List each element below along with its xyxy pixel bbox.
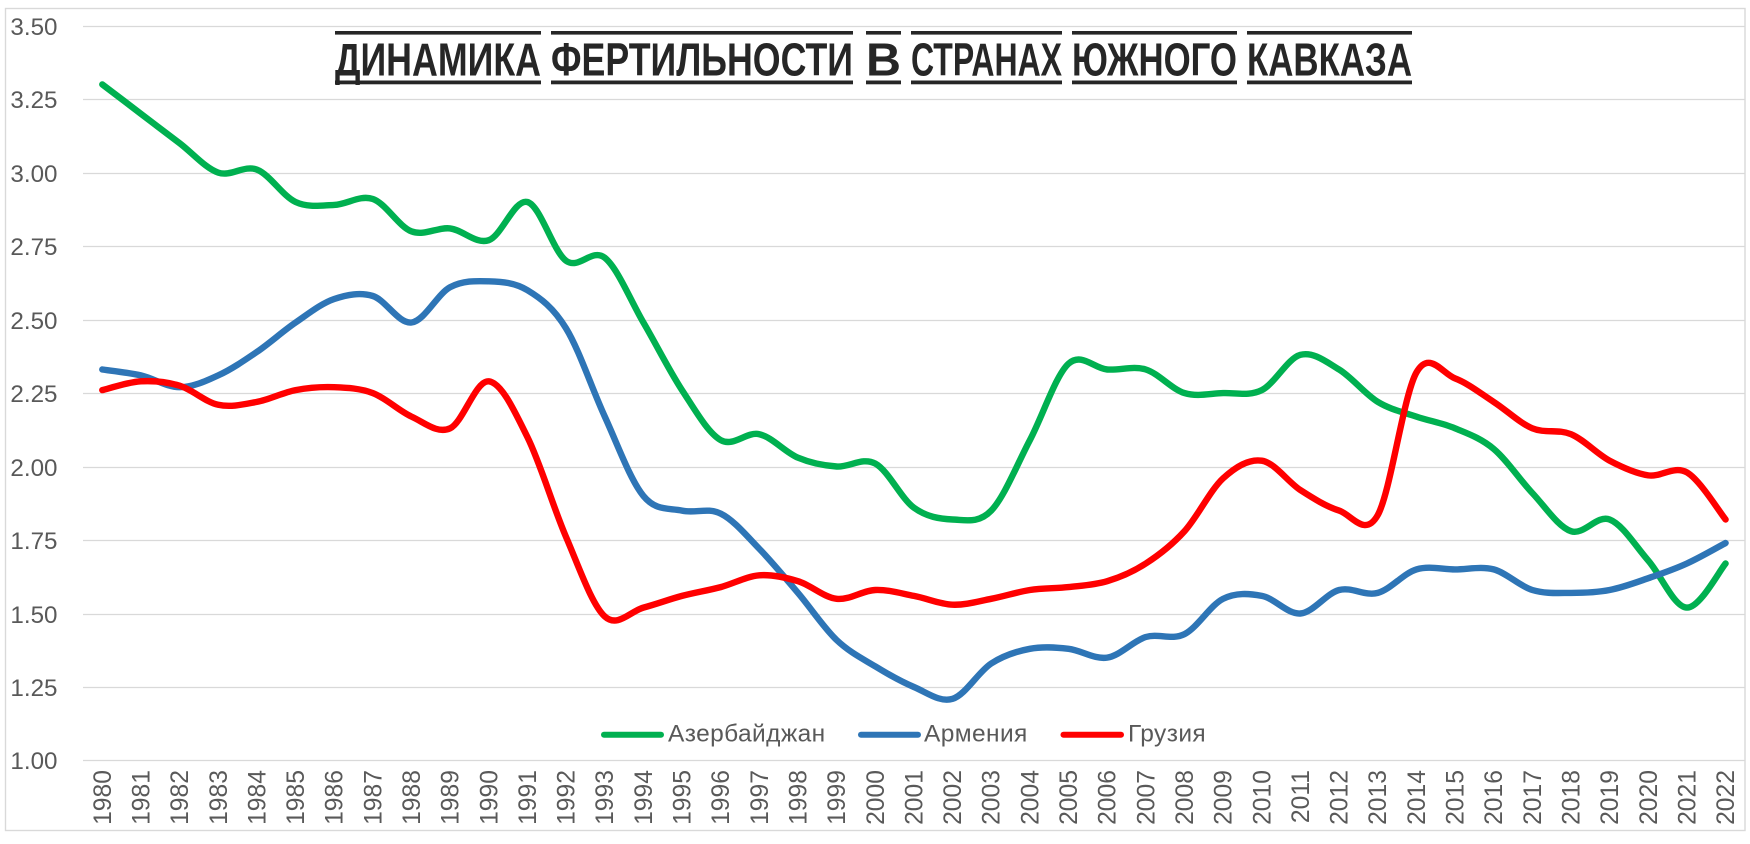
- svg-text:2001: 2001: [901, 770, 928, 825]
- svg-text:В: В: [866, 34, 901, 86]
- svg-text:2013: 2013: [1365, 770, 1392, 825]
- svg-text:2011: 2011: [1288, 770, 1315, 823]
- svg-text:2007: 2007: [1133, 770, 1160, 825]
- svg-text:Азербайджан: Азербайджан: [668, 720, 826, 747]
- svg-text:2.50: 2.50: [10, 308, 57, 335]
- svg-text:3.25: 3.25: [10, 87, 57, 114]
- svg-text:Армения: Армения: [924, 720, 1028, 747]
- svg-text:2010: 2010: [1249, 770, 1276, 825]
- svg-text:2012: 2012: [1327, 770, 1354, 825]
- svg-text:ЮЖНОГО: ЮЖНОГО: [1072, 34, 1237, 86]
- svg-text:2020: 2020: [1636, 770, 1663, 825]
- svg-text:1989: 1989: [438, 770, 465, 825]
- svg-text:2019: 2019: [1597, 770, 1624, 825]
- svg-text:1998: 1998: [786, 770, 813, 825]
- svg-text:1980: 1980: [90, 770, 117, 825]
- svg-text:1984: 1984: [244, 770, 271, 825]
- svg-text:1990: 1990: [476, 770, 503, 825]
- svg-text:2016: 2016: [1481, 770, 1508, 825]
- svg-text:1985: 1985: [283, 770, 310, 825]
- svg-text:2018: 2018: [1559, 770, 1586, 825]
- svg-text:1993: 1993: [592, 770, 619, 825]
- svg-text:1.75: 1.75: [10, 528, 57, 555]
- svg-text:СТРАНАХ: СТРАНАХ: [911, 34, 1062, 86]
- svg-text:Грузия: Грузия: [1128, 720, 1206, 747]
- svg-text:2006: 2006: [1095, 770, 1122, 825]
- svg-text:1.25: 1.25: [10, 675, 57, 702]
- svg-text:2000: 2000: [863, 770, 890, 825]
- svg-text:1.00: 1.00: [10, 748, 57, 775]
- svg-text:КАВКАЗА: КАВКАЗА: [1247, 34, 1412, 86]
- svg-text:2.25: 2.25: [10, 381, 57, 408]
- svg-text:2017: 2017: [1520, 770, 1547, 825]
- svg-text:3.00: 3.00: [10, 161, 57, 188]
- svg-text:2.00: 2.00: [10, 455, 57, 482]
- svg-text:2009: 2009: [1211, 770, 1238, 825]
- svg-text:1988: 1988: [399, 770, 426, 825]
- svg-text:2005: 2005: [1056, 770, 1083, 825]
- svg-text:1994: 1994: [631, 770, 658, 825]
- svg-text:2002: 2002: [940, 770, 967, 825]
- svg-text:1992: 1992: [554, 770, 581, 825]
- svg-text:2021: 2021: [1674, 770, 1701, 825]
- svg-text:1982: 1982: [167, 770, 194, 825]
- svg-text:2015: 2015: [1443, 770, 1470, 825]
- svg-text:2003: 2003: [979, 770, 1006, 825]
- svg-text:1983: 1983: [206, 770, 233, 825]
- svg-text:2008: 2008: [1172, 770, 1199, 825]
- svg-text:2022: 2022: [1713, 770, 1740, 825]
- svg-text:1986: 1986: [322, 770, 349, 825]
- svg-text:1981: 1981: [128, 770, 155, 825]
- svg-text:1995: 1995: [670, 770, 697, 825]
- svg-text:2004: 2004: [1017, 770, 1044, 825]
- svg-text:ДИНАМИКА: ДИНАМИКА: [335, 34, 541, 86]
- svg-text:1991: 1991: [515, 770, 542, 825]
- svg-text:2.75: 2.75: [10, 234, 57, 261]
- svg-text:1.50: 1.50: [10, 602, 57, 629]
- svg-text:3.50: 3.50: [10, 14, 57, 41]
- svg-text:1987: 1987: [360, 770, 387, 825]
- svg-text:1999: 1999: [824, 770, 851, 825]
- svg-text:2014: 2014: [1404, 770, 1431, 825]
- svg-text:1996: 1996: [708, 770, 735, 825]
- svg-text:ФЕРТИЛЬНОСТИ: ФЕРТИЛЬНОСТИ: [551, 34, 853, 86]
- svg-text:1997: 1997: [747, 770, 774, 825]
